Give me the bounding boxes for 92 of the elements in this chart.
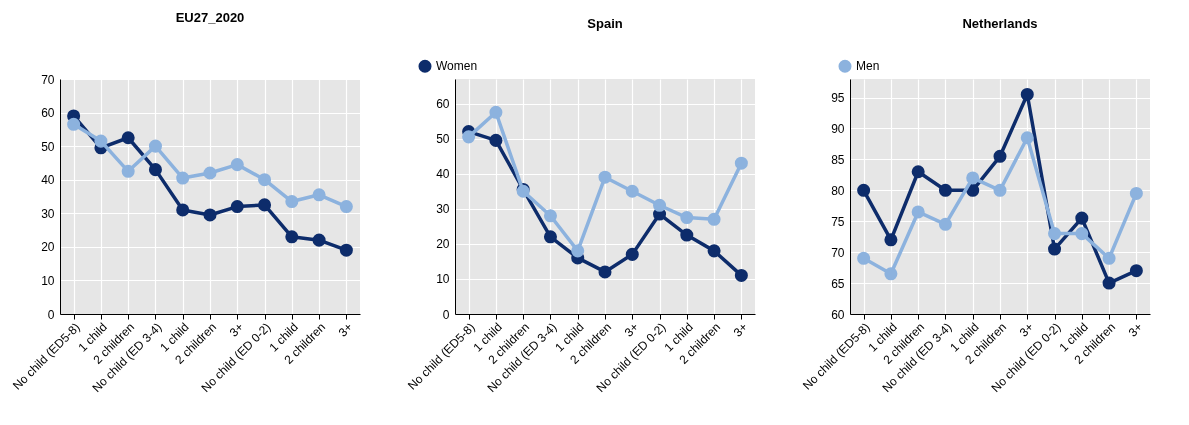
point [680,228,694,242]
x-tick-label: 3+ [621,320,642,340]
y-tick-label: 0 [47,307,55,322]
point [1075,211,1089,225]
point [938,183,952,197]
chart-title: EU27_2020 [175,10,245,25]
point [258,198,272,212]
y-tick-label: 60 [436,97,450,112]
chart-title: Spain [587,16,623,31]
y-tick-label: 90 [831,121,845,136]
point [993,149,1007,163]
point [1102,251,1116,265]
point [203,166,217,180]
point [94,134,108,148]
point [598,170,612,184]
point [67,117,81,131]
point [993,183,1007,197]
point [148,163,162,177]
point [176,203,190,217]
point [339,200,353,214]
point [857,183,871,197]
y-tick-label: 40 [41,173,55,188]
point [285,230,299,244]
point [1129,264,1143,278]
point [489,105,503,119]
point [1048,242,1062,256]
y-tick-label: 70 [831,245,845,260]
y-tick-label: 80 [831,183,845,198]
point [176,171,190,185]
point [598,265,612,279]
y-tick-label: 65 [831,276,845,291]
x-tick-label: 3+ [226,320,247,340]
point [571,244,585,258]
point [489,133,503,147]
y-tick-label: 50 [41,139,55,154]
point [707,212,721,226]
y-tick-label: 85 [831,152,845,167]
y-tick-label: 40 [436,167,450,182]
point [734,268,748,282]
point [653,198,667,212]
point [1102,276,1116,290]
point [1020,87,1034,101]
point [203,208,217,222]
chart-title: Netherlands [962,16,1038,31]
point [1075,227,1089,241]
y-tick-label: 60 [831,307,845,322]
x-tick-label: 3+ [335,320,356,340]
point [543,209,557,223]
point [707,244,721,258]
y-tick-label: 10 [436,272,450,287]
point [258,173,272,187]
point [1020,131,1034,145]
y-tick-label: 10 [41,273,55,288]
point [312,233,326,247]
x-tick-label: 3+ [1016,320,1037,340]
point [230,158,244,172]
y-tick-label: 20 [436,237,450,252]
legend-label: Men [856,59,880,74]
point [230,200,244,214]
point [625,247,639,261]
point [543,230,557,244]
y-tick-label: 30 [41,206,55,221]
y-tick-label: 95 [831,91,845,106]
point [339,243,353,257]
point [625,184,639,198]
point [285,195,299,209]
point [884,233,898,247]
y-tick-label: 75 [831,214,845,229]
point [884,267,898,281]
point [1129,186,1143,200]
point [911,165,925,179]
legend-label: Women [436,59,478,74]
y-tick-label: 0 [442,307,450,322]
point [734,156,748,170]
point [148,139,162,153]
point [462,130,476,144]
y-tick-label: 60 [41,106,55,121]
point [857,251,871,265]
point [121,164,135,178]
point [938,217,952,231]
y-tick-label: 30 [436,202,450,217]
y-tick-label: 70 [41,72,55,87]
point [966,171,980,185]
y-tick-label: 50 [436,132,450,147]
point [312,188,326,202]
y-tick-label: 20 [41,240,55,255]
point [1048,227,1062,241]
point [911,205,925,219]
x-tick-label: 3+ [730,320,751,340]
point [121,131,135,145]
x-tick-label: 3+ [1125,320,1146,340]
point [680,211,694,225]
